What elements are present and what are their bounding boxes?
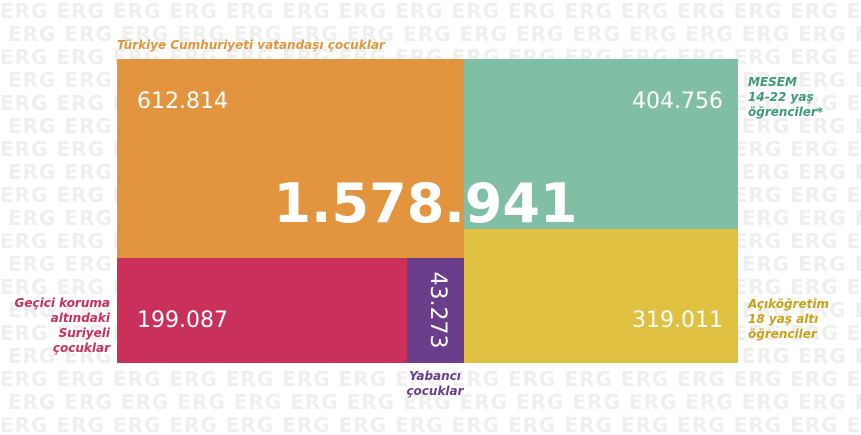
block-foreign: [407, 258, 464, 363]
block-syrian: [117, 258, 407, 363]
caption-mesem: MESEM 14-22 yaş öğrenciler*: [748, 75, 824, 119]
caption-foreign: Yabancı çocuklar: [406, 369, 464, 398]
caption-syrian: Geçici koruma altındaki Suriyeli çocukla…: [14, 296, 110, 355]
value-turkish-citizen: 612.814: [137, 89, 228, 114]
total-value: 1.578.941: [273, 172, 578, 235]
value-open-education: 319.011: [632, 308, 723, 333]
value-mesem: 404.756: [632, 89, 723, 114]
caption-open-education: Açıköğretim 18 yaş altı öğrenciler: [748, 297, 829, 341]
value-syrian: 199.087: [137, 308, 228, 333]
block-open-education: [464, 229, 738, 363]
value-foreign: 43.273: [425, 271, 450, 349]
caption-turkish-citizen: Türkiye Cumhuriyeti vatandaşı çocuklar: [117, 38, 385, 52]
block-turkish-citizen: [117, 59, 464, 258]
block-mesem: [464, 59, 738, 229]
